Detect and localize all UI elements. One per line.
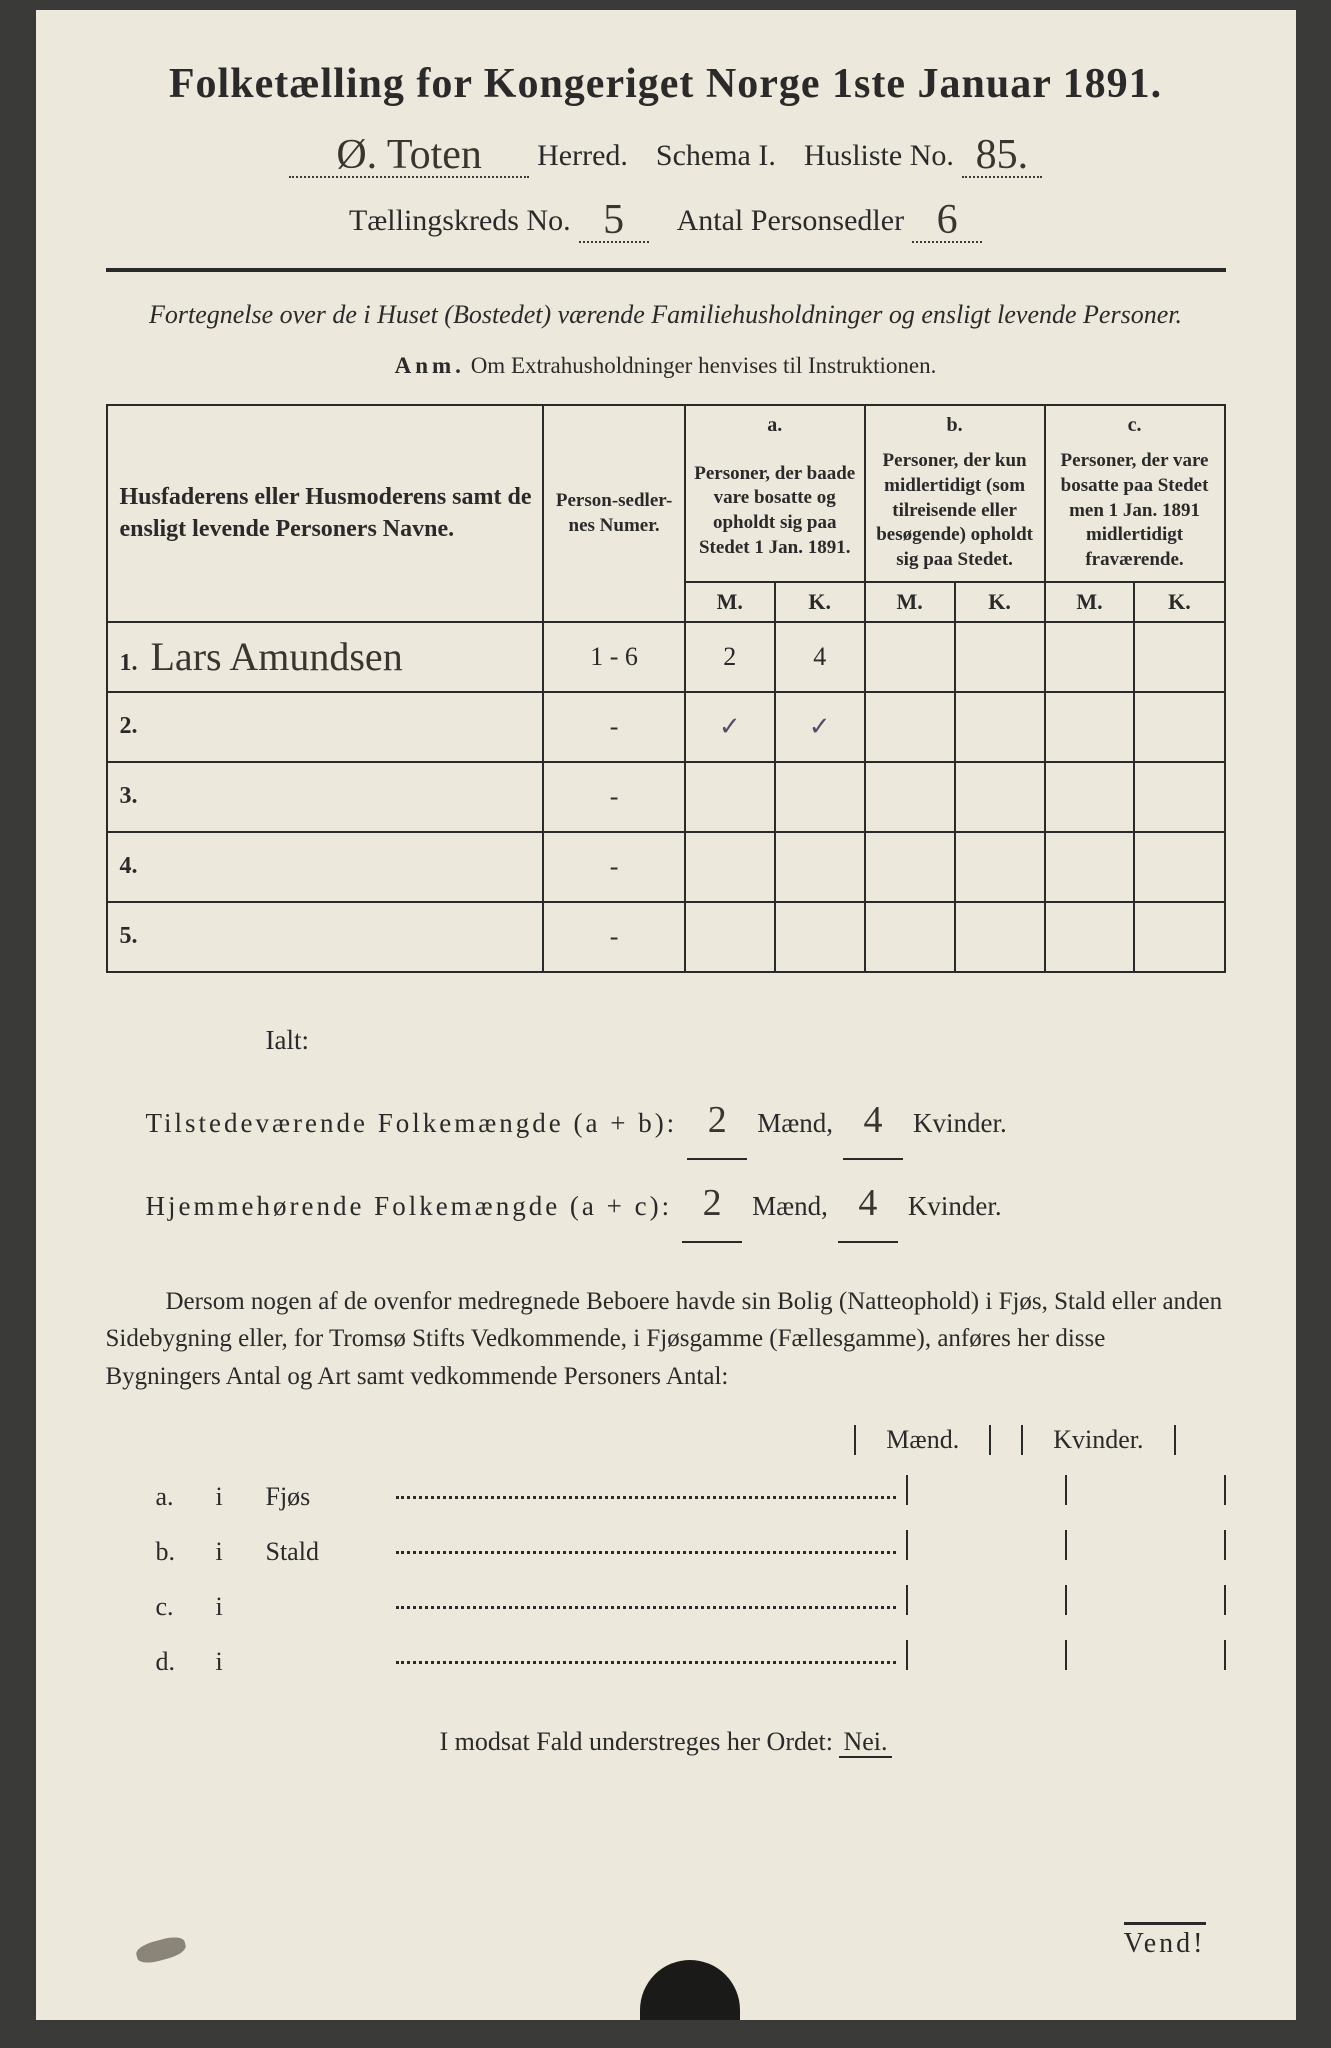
building-kvinder-label: Kvinder.: [1021, 1425, 1175, 1455]
page-blemish: [134, 1934, 187, 1966]
building-row-b: b. i Stald: [156, 1530, 1226, 1567]
col-numer-header: Person-sedler-nes Numer.: [543, 405, 684, 621]
col-b-label: b.: [865, 405, 1045, 441]
col-a-k: K.: [775, 582, 865, 622]
col-b-m: M.: [865, 582, 955, 622]
row1-am: 2: [685, 622, 775, 692]
row3-numer: -: [543, 762, 684, 832]
vend-label: Vend!: [1124, 1922, 1206, 1960]
present-line: Tilstedeværende Folkemængde (a + b): 2 M…: [146, 1082, 1226, 1160]
building-row-a: a. i Fjøs: [156, 1475, 1226, 1512]
row5-numer: -: [543, 902, 684, 972]
buildings-paragraph: Dersom nogen af de ovenfor medregnede Be…: [106, 1283, 1226, 1396]
antal-label: Antal Personsedler: [677, 204, 904, 238]
table-row: 1. Lars Amundsen 1 - 6 2 4: [107, 622, 1225, 692]
row2-name-cell: 2.: [107, 692, 544, 762]
antal-value: 6: [937, 197, 958, 243]
nei-word: Nei.: [839, 1727, 891, 1758]
table-row: 4. -: [107, 832, 1225, 902]
anm-text: Anm. Om Extrahusholdninger henvises til …: [106, 353, 1226, 379]
kreds-field: 5: [579, 193, 649, 243]
herred-field: Ø. Toten: [289, 128, 529, 178]
resident-k-field: 4: [838, 1165, 898, 1243]
col-b-header: Personer, der kun midlertidigt (som tilr…: [865, 441, 1045, 581]
row2-bm: [865, 692, 955, 762]
row2-am-check: ✓: [685, 692, 775, 762]
present-label: Tilstedeværende Folkemængde (a + b):: [146, 1096, 678, 1150]
table-row: 3. -: [107, 762, 1225, 832]
col-name-header: Husfaderens eller Husmoderens samt de en…: [107, 405, 544, 621]
building-section: Mænd. Kvinder. a. i Fjøs b. i Stald c. i…: [106, 1425, 1226, 1677]
col-c-label: c.: [1045, 405, 1225, 441]
kvinder-label-2: Kvinder.: [908, 1179, 1002, 1233]
herred-label: Herred.: [537, 139, 628, 173]
herred-value: Ø. Toten: [336, 132, 482, 178]
col-c-header: Personer, der vare bosatte paa Stedet me…: [1045, 441, 1225, 581]
footer-text: I modsat Fald understreges her Ordet:: [439, 1727, 833, 1756]
building-maend-label: Mænd.: [854, 1425, 991, 1455]
anm-label: Anm.: [395, 353, 465, 378]
husliste-field: 85.: [962, 128, 1042, 178]
col-b-k: K.: [955, 582, 1045, 622]
row1-bk: [955, 622, 1045, 692]
anm-content: Om Extrahusholdninger henvises til Instr…: [471, 353, 937, 378]
building-row-d: d. i: [156, 1640, 1226, 1677]
col-c-k: K.: [1134, 582, 1224, 622]
building-row-c: c. i: [156, 1585, 1226, 1622]
table-row: 5. -: [107, 902, 1225, 972]
totals-section: Ialt: Tilstedeværende Folkemængde (a + b…: [146, 1013, 1226, 1243]
row1-cm: [1045, 622, 1135, 692]
row2-cm: [1045, 692, 1135, 762]
row5-name-cell: 5.: [107, 902, 544, 972]
dots: [396, 1496, 896, 1499]
col-a-header: Personer, der baade vare bosatte og opho…: [685, 441, 865, 581]
antal-field: 6: [912, 193, 982, 243]
row1-name-cell: 1. Lars Amundsen: [107, 622, 544, 692]
footer-line: I modsat Fald understreges her Ordet: Ne…: [106, 1727, 1226, 1757]
dots: [396, 1551, 896, 1554]
present-k-field: 4: [843, 1082, 903, 1160]
resident-m-field: 2: [682, 1165, 742, 1243]
col-a-m: M.: [685, 582, 775, 622]
row2-ck: [1134, 692, 1224, 762]
dots: [396, 1606, 896, 1609]
row4-numer: -: [543, 832, 684, 902]
dots: [396, 1661, 896, 1664]
row1-numer: 1 - 6: [543, 622, 684, 692]
maend-label: Mænd,: [757, 1096, 833, 1150]
resident-label: Hjemmehørende Folkemængde (a + c):: [146, 1179, 673, 1233]
main-title: Folketælling for Kongeriget Norge 1ste J…: [106, 60, 1226, 108]
description-text: Fortegnelse over de i Huset (Bostedet) v…: [106, 297, 1226, 333]
row1-bm: [865, 622, 955, 692]
husliste-value: 85.: [976, 132, 1029, 178]
maend-label-2: Mænd,: [752, 1179, 828, 1233]
kvinder-label: Kvinder.: [913, 1096, 1007, 1150]
row2-bk: [955, 692, 1045, 762]
present-m-field: 2: [687, 1082, 747, 1160]
census-form-page: Folketælling for Kongeriget Norge 1ste J…: [36, 10, 1296, 2020]
row1-ak: 4: [775, 622, 865, 692]
husliste-label: Husliste No.: [804, 139, 954, 173]
census-table: Husfaderens eller Husmoderens samt de en…: [106, 404, 1226, 972]
header-line-2: Tællingskreds No. 5 Antal Personsedler 6: [106, 193, 1226, 243]
row2-ak-check: ✓: [775, 692, 865, 762]
divider-1: [106, 268, 1226, 272]
row2-numer: -: [543, 692, 684, 762]
page-damage: [640, 1960, 740, 2020]
kreds-label: Tællingskreds No.: [349, 204, 571, 238]
header-line-1: Ø. Toten Herred. Schema I. Husliste No. …: [106, 128, 1226, 178]
table-row: 2. - ✓ ✓: [107, 692, 1225, 762]
resident-line: Hjemmehørende Folkemængde (a + c): 2 Mæn…: [146, 1165, 1226, 1243]
schema-label: Schema I.: [656, 139, 776, 173]
col-c-m: M.: [1045, 582, 1135, 622]
row4-name-cell: 4.: [107, 832, 544, 902]
row1-ck: [1134, 622, 1224, 692]
ialt-label: Ialt:: [266, 1013, 1226, 1067]
row3-name-cell: 3.: [107, 762, 544, 832]
kreds-value: 5: [603, 197, 624, 243]
building-mk-header: Mænd. Kvinder.: [106, 1425, 1226, 1455]
col-a-label: a.: [685, 405, 865, 441]
